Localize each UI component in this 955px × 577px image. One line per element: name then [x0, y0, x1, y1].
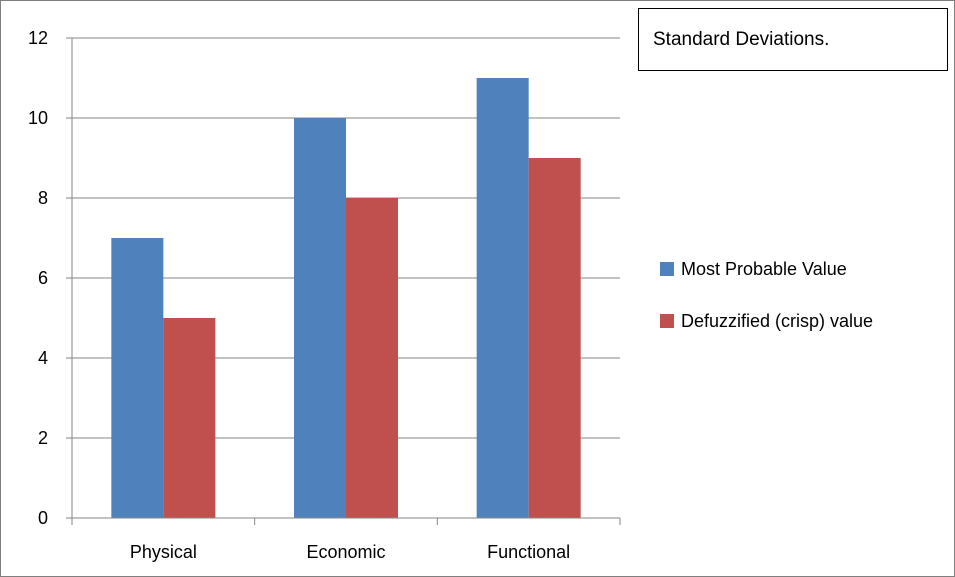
bars	[111, 78, 581, 518]
legend: Most Probable Value Defuzzified (crisp) v…	[660, 259, 873, 331]
bar-functional-series-2	[528, 158, 581, 518]
legend-label: Most Probable Value	[681, 259, 847, 279]
chart-title: Standard Deviations.	[638, 8, 948, 71]
y-tick-label: 6	[38, 268, 48, 288]
bar-economic-series-1	[294, 118, 346, 518]
x-tick-label: Functional	[487, 542, 570, 562]
bar-economic-series-2	[346, 198, 398, 518]
y-tick-label: 4	[38, 348, 48, 368]
x-tick-label: Physical	[130, 542, 197, 562]
bar-functional-series-1	[476, 78, 529, 518]
y-tick-label: 0	[38, 508, 48, 528]
bar-physical-series-1	[111, 238, 164, 518]
bar-physical-series-2	[163, 318, 216, 518]
y-tick-label: 12	[28, 28, 48, 48]
axes: 0 2 4 6 8 10 12 Physical Economic Functional	[28, 28, 621, 562]
legend-swatch	[660, 262, 674, 276]
legend-label: Defuzzified (crisp) value	[681, 311, 873, 331]
y-tick-label: 10	[28, 108, 48, 128]
x-tick-label: Economic	[306, 542, 385, 562]
y-tick-label: 8	[38, 188, 48, 208]
y-tick-label: 2	[38, 428, 48, 448]
legend-swatch	[660, 314, 674, 328]
